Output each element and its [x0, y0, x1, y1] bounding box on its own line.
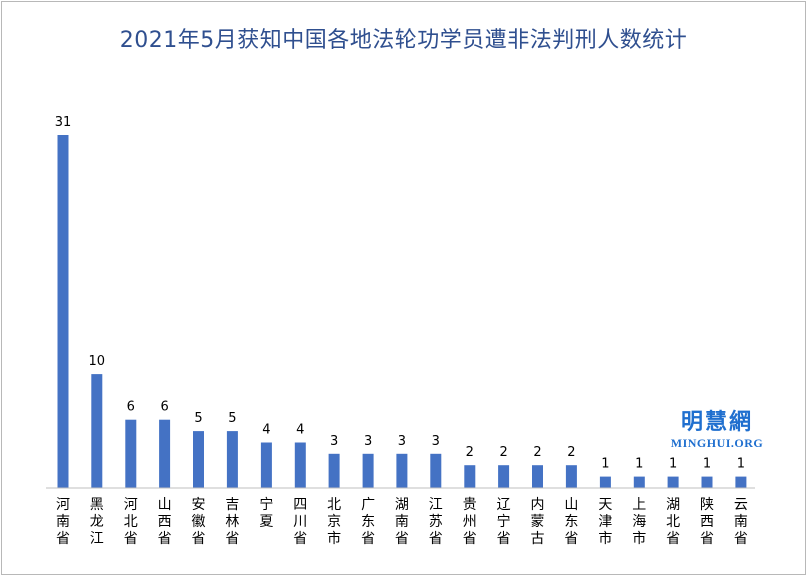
bar-12	[464, 465, 475, 488]
value-label-16: 1	[601, 457, 609, 472]
category-label-8: 北京市	[327, 497, 341, 547]
bar-3	[159, 420, 170, 488]
value-label-11: 3	[432, 434, 440, 449]
category-label-19: 陕西省	[700, 497, 714, 547]
bar-11	[430, 454, 441, 488]
value-label-4: 5	[194, 411, 202, 426]
value-label-0: 31	[55, 115, 72, 130]
category-label-13: 辽宁省	[497, 497, 511, 547]
value-label-7: 4	[296, 423, 304, 438]
category-label-12: 贵州省	[463, 497, 477, 547]
bar-13	[498, 465, 509, 488]
value-label-10: 3	[398, 434, 406, 449]
bar-1	[91, 374, 102, 488]
bar-4	[193, 431, 204, 488]
value-label-18: 1	[669, 457, 677, 472]
bar-10	[396, 454, 407, 488]
value-label-15: 2	[567, 445, 575, 460]
value-label-2: 6	[127, 400, 135, 415]
category-label-5: 吉林省	[225, 497, 239, 547]
value-label-20: 1	[737, 457, 745, 472]
value-label-19: 1	[703, 457, 711, 472]
value-label-8: 3	[330, 434, 338, 449]
bar-18	[668, 477, 679, 488]
category-label-20: 云南省	[734, 497, 748, 547]
value-label-3: 6	[160, 400, 168, 415]
bar-16	[600, 477, 611, 488]
bar-8	[329, 454, 340, 488]
value-label-17: 1	[635, 457, 643, 472]
value-label-1: 10	[89, 354, 106, 369]
value-label-14: 2	[533, 445, 541, 460]
bar-14	[532, 465, 543, 488]
bar-19	[702, 477, 713, 488]
value-label-5: 5	[228, 411, 236, 426]
category-label-10: 湖南省	[395, 497, 409, 547]
bar-9	[363, 454, 374, 488]
bar-0	[58, 135, 69, 488]
bar-2	[125, 420, 136, 488]
category-label-7: 四川省	[293, 497, 307, 547]
watermark-cn-text: 明慧網	[652, 404, 782, 436]
category-label-15: 山东省	[564, 497, 578, 547]
category-label-4: 安徽省	[192, 497, 206, 547]
minghui-watermark: 明慧網 MINGHUI.ORG	[652, 404, 782, 451]
category-label-9: 广东省	[361, 497, 375, 547]
value-label-6: 4	[262, 423, 270, 438]
category-label-17: 上海市	[632, 497, 646, 547]
category-label-18: 湖北省	[666, 497, 680, 547]
bar-7	[295, 443, 306, 489]
bar-6	[261, 443, 272, 489]
category-label-6: 宁夏	[259, 496, 273, 530]
bar-17	[634, 477, 645, 488]
category-label-16: 天津市	[598, 497, 612, 547]
category-label-11: 江苏省	[429, 497, 443, 547]
bar-20	[735, 477, 746, 488]
bar-5	[227, 431, 238, 488]
category-label-14: 内蒙古	[531, 497, 545, 547]
value-label-12: 2	[466, 445, 474, 460]
category-label-2: 河北省	[124, 497, 138, 547]
category-label-3: 山西省	[158, 497, 172, 547]
value-label-9: 3	[364, 434, 372, 449]
category-label-0: 河南省	[56, 497, 70, 547]
value-label-13: 2	[499, 445, 507, 460]
category-label-1: 黑龙江	[90, 497, 104, 547]
watermark-en-text: MINGHUI.ORG	[652, 436, 782, 451]
bar-15	[566, 465, 577, 488]
